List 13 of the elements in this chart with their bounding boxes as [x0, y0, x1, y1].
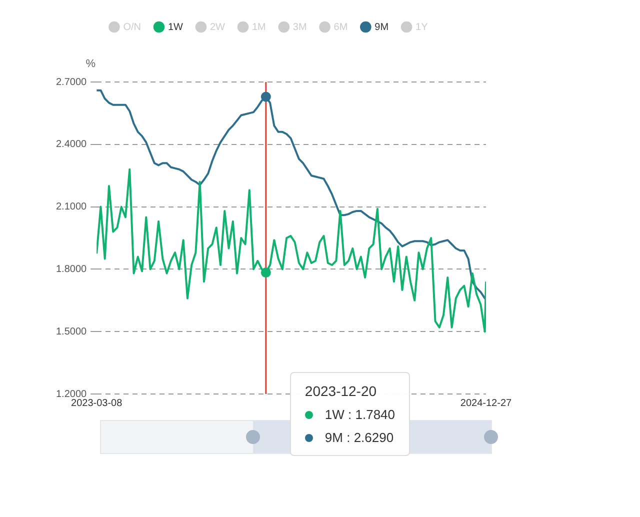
y-tick-label: 1.8000 [56, 264, 88, 275]
legend-label: 9M [374, 22, 389, 33]
legend-label: 1W [168, 22, 184, 33]
y-tick-label: 1.2000 [56, 388, 88, 400]
y-tick-label: 1.5000 [56, 326, 88, 338]
y-axis-title: % [86, 58, 96, 70]
x-tick-label: 2023-03-08 [71, 398, 123, 409]
annotation: 2023-12-20 [304, 383, 378, 399]
y-tick-label: 2.1000 [56, 202, 88, 213]
x-tick-label: 2024-12-27 [460, 398, 512, 409]
y-tick-label: 2.4000 [56, 139, 88, 150]
y-tick-label: 2.7000 [56, 76, 88, 88]
data-tooltip: 2023-12-20 1W : 1.7840 9M : 2.6290 [290, 372, 410, 456]
